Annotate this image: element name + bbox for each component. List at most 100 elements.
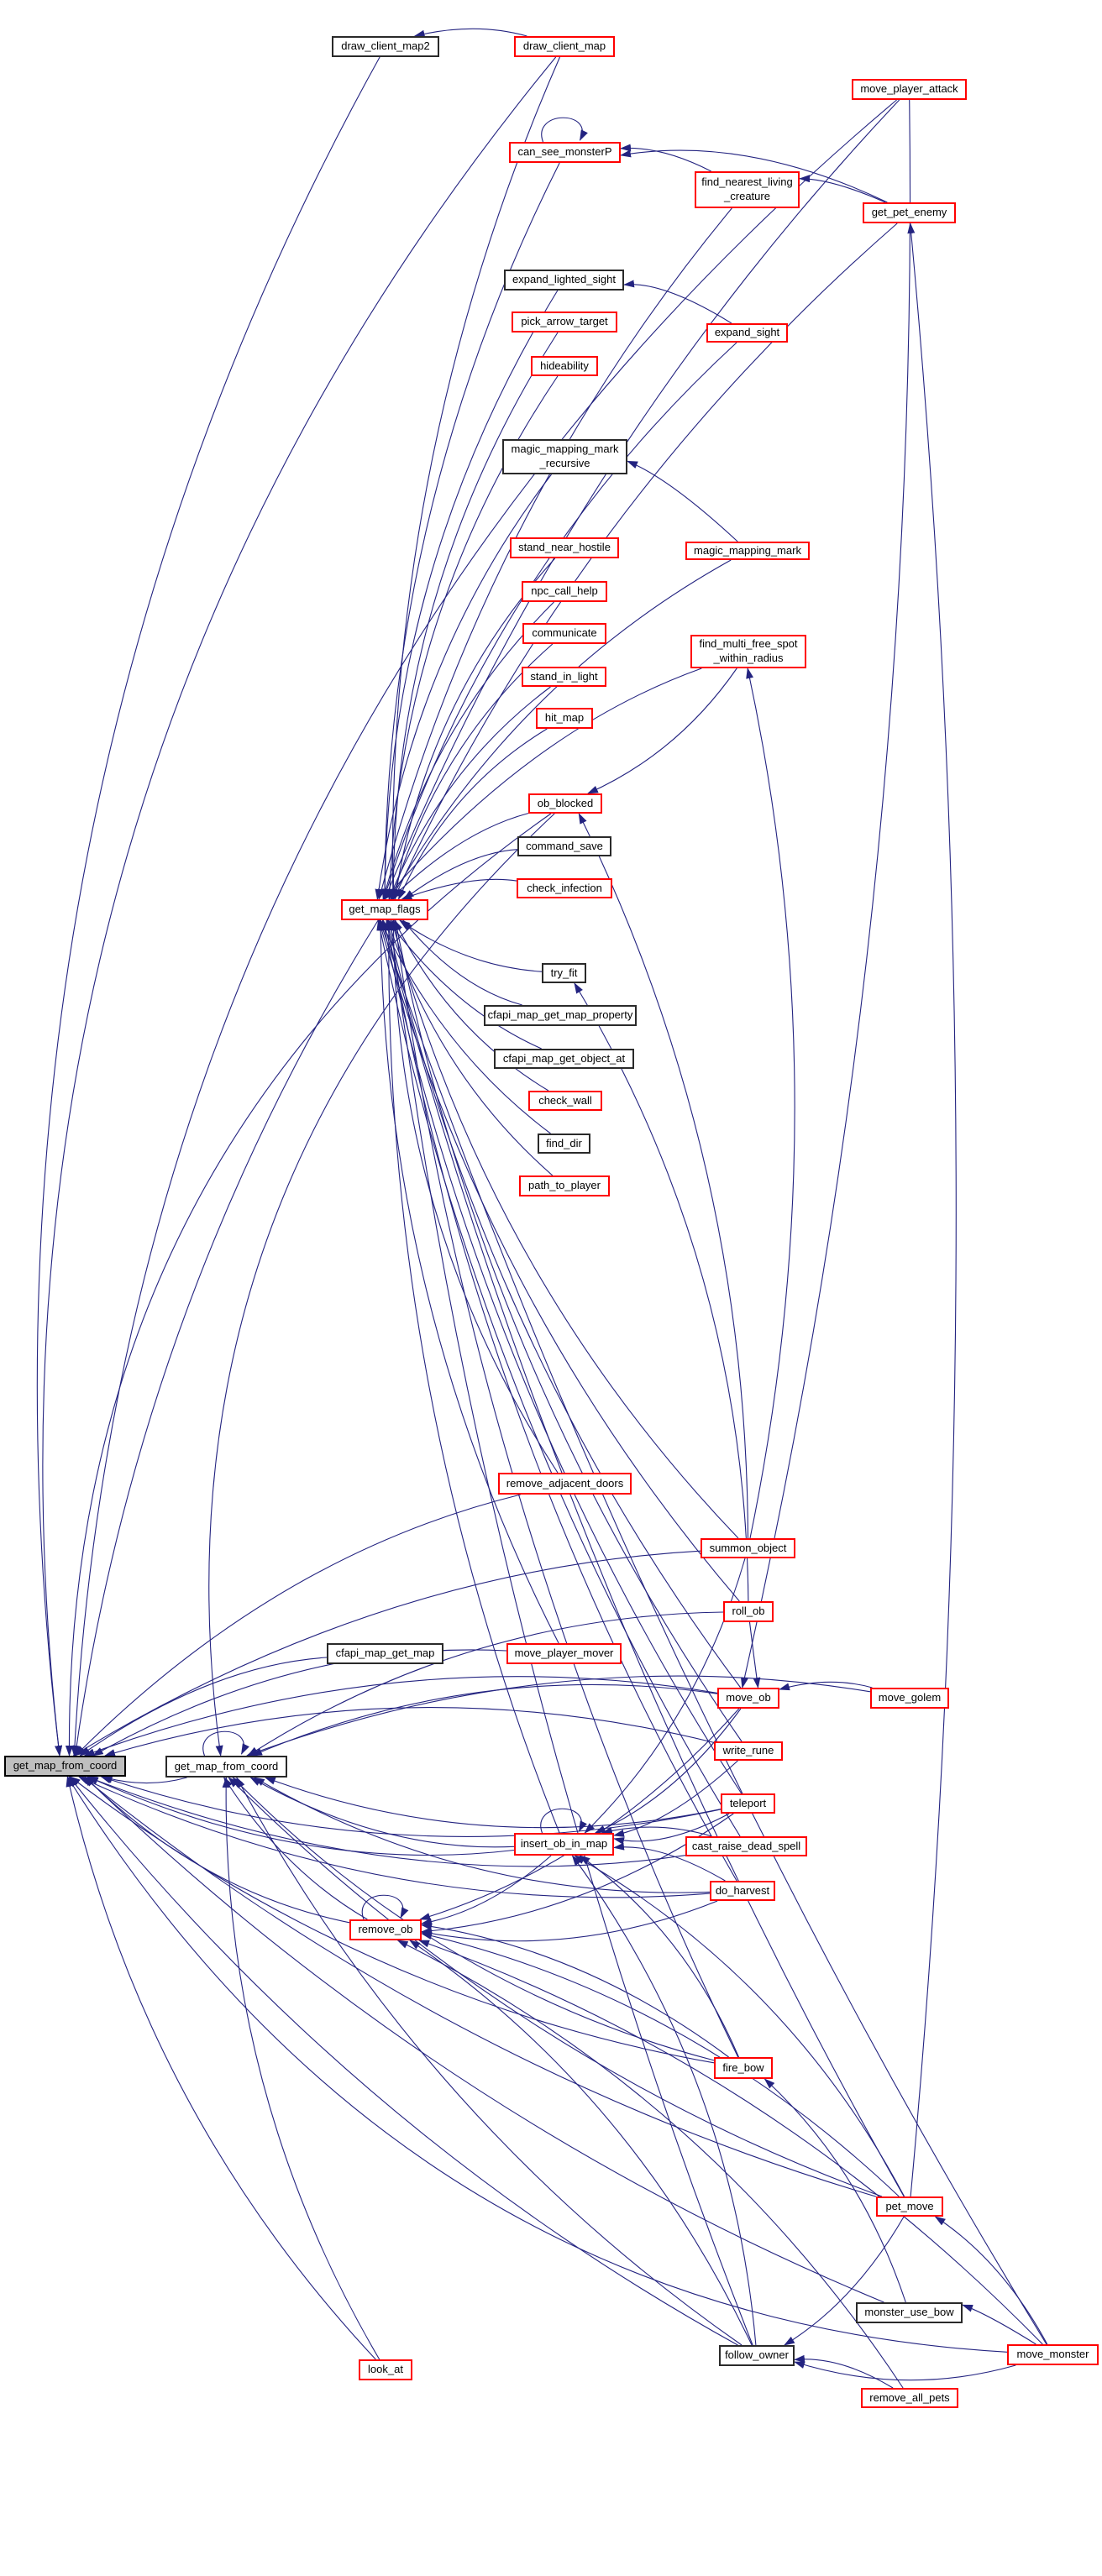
graph-node-label: cfapi_map_get_map_property	[487, 1008, 633, 1022]
graph-node-label: follow_owner	[725, 2348, 789, 2362]
graph-node-summon_object[interactable]: summon_object	[701, 1538, 795, 1558]
graph-node-move_player_mover[interactable]: move_player_mover	[506, 1643, 622, 1664]
graph-node-stand_in_light[interactable]: stand_in_light	[522, 667, 606, 687]
graph-node-label: pick_arrow_target	[521, 315, 608, 328]
graph-node-label: check_wall	[538, 1093, 592, 1107]
graph-node-label: hit_map	[544, 711, 585, 725]
graph-node-label: teleport	[729, 1796, 767, 1809]
graph-node-cfapi_map_get_object_at[interactable]: cfapi_map_get_object_at	[494, 1049, 634, 1069]
graph-node-try_fit[interactable]: try_fit	[542, 963, 586, 983]
graph-node-label: expand_lighted_sight	[512, 273, 616, 286]
graph-node-label: can_see_monsterP	[517, 145, 612, 159]
graph-node-find_dir[interactable]: find_dir	[538, 1134, 590, 1154]
graph-node-label: find_nearest_living	[701, 175, 793, 189]
graph-node-check_infection[interactable]: check_infection	[517, 878, 612, 898]
graph-node-write_rune[interactable]: write_rune	[714, 1741, 783, 1761]
graph-node-label: remove_adjacent_doors	[506, 1476, 624, 1490]
graph-node-cfapi_map_get_map_property[interactable]: cfapi_map_get_map_property	[484, 1005, 637, 1026]
graph-node-label: get_map_from_coord	[13, 1759, 118, 1772]
graph-node-pet_move[interactable]: pet_move	[876, 2196, 943, 2217]
graph-node-label: fire_bow	[722, 2060, 764, 2074]
graph-node-move_player_attack[interactable]: move_player_attack	[852, 79, 967, 100]
graph-node-label: move_ob	[726, 1691, 771, 1704]
graph-node-hideability[interactable]: hideability	[531, 356, 598, 376]
graph-node-communicate[interactable]: communicate	[522, 623, 606, 644]
graph-node-label: look_at	[368, 2363, 403, 2376]
graph-node-label: magic_mapping_mark	[511, 442, 619, 456]
graph-node-label: move_player_attack	[860, 82, 958, 96]
graph-node-get_map_flags[interactable]: get_map_flags	[341, 899, 428, 920]
graph-node-label: roll_ob	[732, 1605, 765, 1618]
graph-node-label: _creature	[724, 190, 770, 202]
graph-node-monster_use_bow[interactable]: monster_use_bow	[856, 2302, 963, 2323]
graph-node-label: cfapi_map_get_map	[335, 1647, 435, 1660]
graph-node-remove_all_pets[interactable]: remove_all_pets	[861, 2388, 958, 2408]
graph-node-cfapi_map_get_map[interactable]: cfapi_map_get_map	[327, 1643, 443, 1664]
graph-node-check_wall[interactable]: check_wall	[528, 1091, 602, 1111]
graph-node-magic_mapping_mark[interactable]: magic_mapping_mark	[685, 542, 810, 560]
graph-node-get_map_from_coord_2[interactable]: get_map_from_coord	[165, 1756, 287, 1778]
graph-node-move_golem[interactable]: move_golem	[870, 1688, 949, 1709]
graph-node-label: try_fit	[550, 966, 578, 979]
graph-node-move_ob[interactable]: move_ob	[717, 1688, 779, 1709]
graph-node-label: command_save	[526, 839, 603, 852]
graph-node-label: move_monster	[1016, 2348, 1089, 2361]
graph-node-get_map_from_coord_main[interactable]: get_map_from_coord	[4, 1756, 126, 1777]
graph-node-magic_mapping_mark_recursive[interactable]: magic_mapping_mark _recursive	[502, 439, 627, 474]
graph-node-label: summon_object	[709, 1541, 787, 1554]
graph-node-hit_map[interactable]: hit_map	[536, 708, 593, 729]
graph-node-can_see_monsterP[interactable]: can_see_monsterP	[509, 142, 621, 163]
graph-node-get_pet_enemy[interactable]: get_pet_enemy	[863, 202, 956, 223]
graph-node-label: npc_call_help	[531, 584, 598, 598]
graph-node-label: find_dir	[546, 1136, 582, 1149]
graph-node-label: insert_ob_in_map	[520, 1837, 608, 1851]
graph-node-label: draw_client_map	[522, 39, 606, 53]
graph-node-label: hideability	[540, 359, 589, 372]
graph-node-pick_arrow_target[interactable]: pick_arrow_target	[512, 312, 617, 332]
graph-node-label: remove_ob	[358, 1923, 413, 1936]
graph-node-insert_ob_in_map[interactable]: insert_ob_in_map	[514, 1833, 614, 1856]
graph-node-label: move_golem	[878, 1691, 942, 1704]
graph-node-draw_client_map2[interactable]: draw_client_map2	[332, 36, 439, 57]
graph-node-find_multi_free_spot_within_radius[interactable]: find_multi_free_spot _within_radius	[690, 635, 806, 668]
graph-node-npc_call_help[interactable]: npc_call_help	[522, 581, 607, 602]
graph-node-teleport[interactable]: teleport	[721, 1793, 775, 1814]
graph-node-roll_ob[interactable]: roll_ob	[723, 1601, 774, 1622]
graph-node-label: _within_radius	[713, 652, 784, 664]
graph-node-find_nearest_living_creature[interactable]: find_nearest_living _creature	[695, 171, 800, 208]
graph-node-label: _recursive	[539, 457, 590, 469]
graph-node-path_to_player[interactable]: path_to_player	[519, 1175, 610, 1196]
graph-node-fire_bow[interactable]: fire_bow	[714, 2057, 773, 2079]
graph-node-do_harvest[interactable]: do_harvest	[710, 1881, 775, 1901]
graph-node-expand_lighted_sight[interactable]: expand_lighted_sight	[504, 270, 624, 291]
graph-node-stand_near_hostile[interactable]: stand_near_hostile	[510, 537, 619, 558]
graph-node-label: communicate	[532, 626, 597, 640]
graph-node-label: write_rune	[722, 1744, 774, 1757]
graph-node-label: get_pet_enemy	[871, 206, 947, 219]
graph-node-remove_ob[interactable]: remove_ob	[349, 1919, 422, 1940]
graph-node-label: expand_sight	[714, 326, 780, 339]
graph-node-expand_sight[interactable]: expand_sight	[706, 323, 788, 343]
graph-node-label: path_to_player	[527, 1179, 601, 1192]
graph-node-label: ob_blocked	[537, 796, 594, 809]
graph-node-label: cast_raise_dead_spell	[691, 1839, 801, 1852]
graph-node-command_save[interactable]: command_save	[517, 836, 611, 856]
graph-node-ob_blocked[interactable]: ob_blocked	[528, 793, 602, 814]
graph-node-label: check_infection	[527, 881, 602, 894]
graph-node-label: pet_move	[885, 2199, 934, 2212]
graph-node-label: magic_mapping_mark	[694, 543, 801, 557]
graph-node-follow_owner[interactable]: follow_owner	[719, 2345, 795, 2366]
graph-node-look_at[interactable]: look_at	[359, 2359, 412, 2380]
graph-node-label: stand_in_light	[530, 669, 598, 683]
graph-node-label: stand_near_hostile	[518, 541, 611, 554]
graph-node-label: do_harvest	[715, 1883, 770, 1897]
graph-node-draw_client_map[interactable]: draw_client_map	[514, 36, 615, 57]
graph-node-label: cfapi_map_get_object_at	[502, 1051, 626, 1065]
graph-node-remove_adjacent_doors[interactable]: remove_adjacent_doors	[498, 1473, 632, 1495]
graph-node-label: get_map_flags	[349, 903, 421, 916]
graph-node-move_monster[interactable]: move_monster	[1007, 2344, 1099, 2365]
graph-node-cast_raise_dead_spell[interactable]: cast_raise_dead_spell	[685, 1836, 807, 1856]
